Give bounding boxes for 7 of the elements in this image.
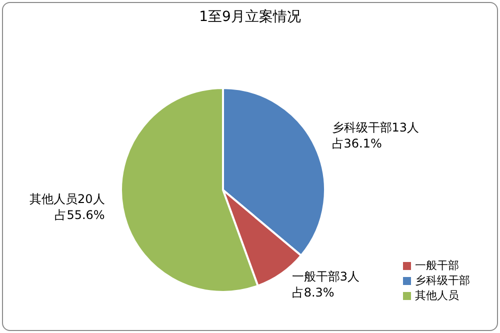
data-label: 一般干部3人占8.3% <box>292 269 360 300</box>
legend-label: 其他人员 <box>415 289 459 302</box>
data-label: 其他人员20人占55.6% <box>30 192 105 222</box>
legend-label: 一般干部 <box>415 259 459 272</box>
legend-label: 乡科级干部 <box>415 274 470 287</box>
chart-title: 1至9月立案情况 <box>198 8 302 26</box>
data-label: 乡科级干部13人占36.1% <box>332 120 420 150</box>
